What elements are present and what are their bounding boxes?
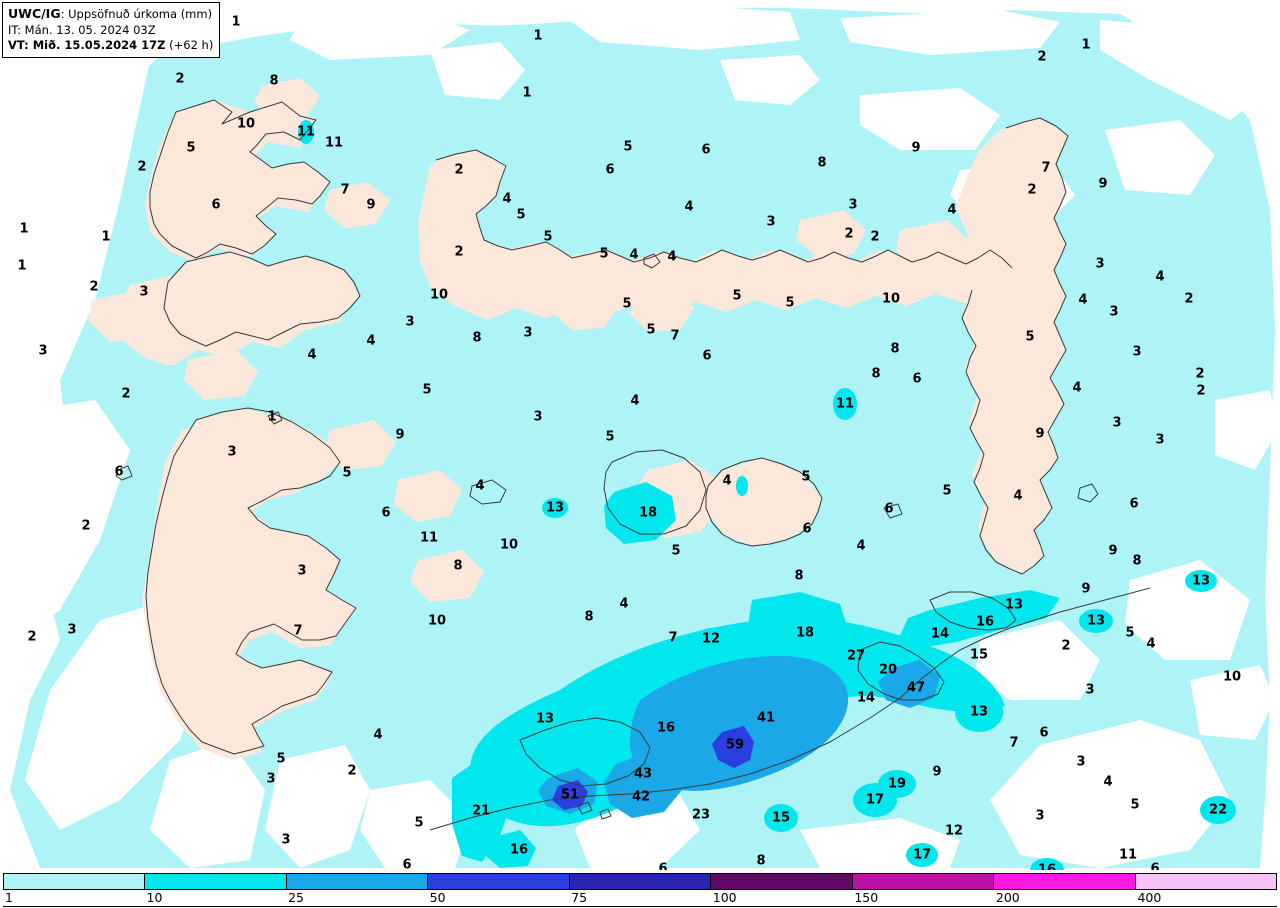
legend-band: [994, 874, 1136, 889]
valid-time-value: Mið. 15.05.2024 17Z: [28, 37, 166, 52]
legend-tick: 1: [5, 890, 13, 905]
legend-band: [852, 874, 995, 889]
legend-baseline: [3, 906, 1277, 907]
legend-tick: 200: [995, 890, 1020, 905]
legend-tick: 400: [1137, 890, 1162, 905]
legend-band: [428, 874, 570, 889]
legend-band: [145, 874, 287, 889]
forecast-title: UWC/IG: Uppsöfnuð úrkoma (mm): [8, 6, 213, 23]
coastline: [115, 99, 1151, 831]
legend-band: [569, 874, 712, 889]
legend-tick: 10: [146, 890, 163, 905]
legend-tick: 150: [854, 890, 879, 905]
forecast-info-box: UWC/IG: Uppsöfnuð úrkoma (mm) IT: Mán. 1…: [2, 2, 221, 58]
legend-band: [286, 874, 429, 889]
legend-tick: 75: [571, 890, 588, 905]
color-legend: 1 10 25 50 75 100 150 200 400: [0, 870, 1280, 908]
valid-time-line: VT: Mið. 15.05.2024 17Z (+62 h): [8, 38, 213, 53]
land-regions: [88, 78, 1068, 754]
map-canvas: [10, 7, 1275, 870]
precip-band-50mm: [552, 726, 754, 810]
lead-time: (+62 h): [165, 37, 214, 52]
precipitation-map[interactable]: 1 1 1 2 2 8 1 10 11 11 5 5 6 2 2 6 8 9 2 7 6 9 4 5 4 3 3 4 1 1 5 2 5 4 4 2 2…: [0, 0, 1280, 870]
legend-band: [711, 874, 853, 889]
legend-tick: 25: [288, 890, 305, 905]
legend-tick: 100: [712, 890, 737, 905]
init-time-line: IT: Mán. 13. 05. 2024 03Z: [8, 22, 156, 37]
legend-color-bar: [3, 873, 1277, 890]
valid-time-label: VT:: [8, 37, 29, 52]
legend-band: [4, 874, 146, 889]
model-name: UWC/IG: [8, 6, 61, 21]
legend-band: [1135, 874, 1276, 889]
legend-tick: 50: [429, 890, 446, 905]
legend-tick-labels: 1 10 25 50 75 100 150 200 400: [0, 890, 1280, 907]
parameter-name: : Uppsöfnuð úrkoma (mm): [60, 7, 213, 21]
